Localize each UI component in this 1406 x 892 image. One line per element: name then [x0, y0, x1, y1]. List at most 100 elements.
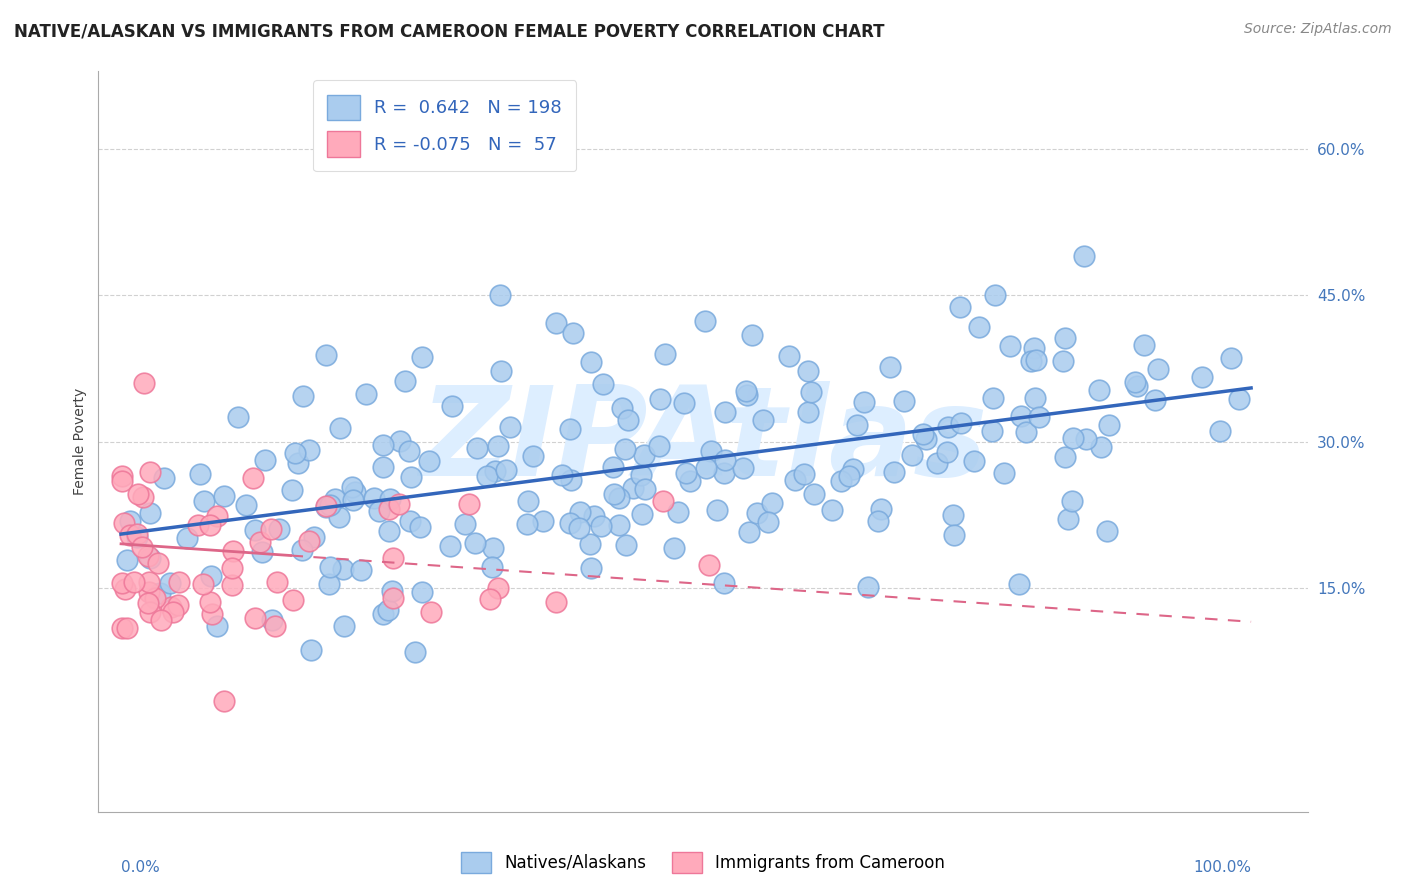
Point — [1028, 409, 1050, 424]
Point — [984, 288, 1007, 302]
Point — [1008, 576, 1031, 591]
Point — [846, 417, 869, 432]
Point — [139, 466, 162, 480]
Text: NATIVE/ALASKAN VS IMMIGRANTS FROM CAMEROON FEMALE POVERTY CORRELATION CHART: NATIVE/ALASKAN VS IMMIGRANTS FROM CAMERO… — [14, 22, 884, 40]
Point — [249, 535, 271, 549]
Point — [1024, 342, 1046, 356]
Point — [967, 319, 990, 334]
Point — [915, 433, 938, 447]
Point — [284, 446, 307, 460]
Point — [613, 442, 636, 457]
Point — [127, 487, 149, 501]
Point — [235, 498, 257, 512]
Point — [936, 445, 959, 459]
Point — [499, 419, 522, 434]
Point — [111, 576, 134, 591]
Point — [411, 585, 433, 599]
Point — [1010, 409, 1032, 423]
Point — [901, 448, 924, 462]
Point — [562, 326, 585, 341]
Point — [800, 385, 823, 400]
Point — [735, 384, 758, 398]
Point — [522, 449, 544, 463]
Point — [612, 401, 634, 415]
Point — [713, 453, 735, 467]
Point — [125, 527, 148, 541]
Point — [371, 607, 394, 622]
Point — [579, 537, 602, 551]
Point — [797, 363, 820, 377]
Point — [949, 301, 972, 315]
Point — [911, 427, 934, 442]
Point — [111, 621, 134, 635]
Point — [666, 505, 689, 519]
Point — [560, 422, 582, 436]
Point — [602, 459, 624, 474]
Point — [1053, 450, 1076, 464]
Point — [842, 462, 865, 476]
Point — [138, 575, 160, 590]
Point — [160, 600, 183, 615]
Text: 100.0%: 100.0% — [1194, 860, 1251, 875]
Point — [242, 471, 264, 485]
Point — [607, 518, 630, 533]
Point — [380, 491, 402, 506]
Point — [404, 645, 426, 659]
Point — [344, 485, 367, 500]
Point — [205, 509, 228, 524]
Point — [394, 375, 416, 389]
Point — [678, 474, 700, 488]
Point — [132, 490, 155, 504]
Point — [1057, 512, 1080, 526]
Point — [125, 531, 148, 545]
Point — [323, 491, 346, 506]
Point — [1227, 392, 1250, 406]
Point — [266, 575, 288, 590]
Point — [136, 596, 159, 610]
Point — [139, 507, 162, 521]
Point — [318, 576, 340, 591]
Point — [138, 550, 160, 565]
Point — [187, 518, 209, 533]
Point — [998, 339, 1021, 353]
Point — [377, 603, 399, 617]
Point — [856, 580, 879, 594]
Point — [439, 539, 461, 553]
Point — [373, 460, 395, 475]
Point — [758, 515, 780, 529]
Point — [662, 541, 685, 555]
Point — [301, 643, 323, 657]
Point — [298, 443, 321, 458]
Point — [205, 619, 228, 633]
Point — [737, 388, 759, 402]
Point — [152, 471, 174, 485]
Point — [699, 443, 721, 458]
Point — [418, 454, 440, 468]
Point — [319, 498, 342, 512]
Point — [377, 524, 399, 538]
Point — [614, 538, 637, 552]
Point — [198, 594, 221, 608]
Point — [138, 584, 160, 599]
Point — [484, 464, 506, 478]
Point — [132, 376, 155, 390]
Point — [398, 514, 420, 528]
Point — [378, 501, 401, 516]
Point — [340, 480, 363, 494]
Point — [879, 359, 901, 374]
Point — [1073, 249, 1095, 263]
Point — [222, 544, 245, 558]
Point — [221, 561, 243, 575]
Point — [131, 540, 153, 554]
Point — [942, 528, 965, 542]
Point — [298, 534, 321, 549]
Point — [925, 456, 948, 470]
Point — [672, 396, 695, 410]
Legend: Natives/Alaskans, Immigrants from Cameroon: Natives/Alaskans, Immigrants from Camero… — [454, 846, 952, 880]
Point — [495, 463, 517, 477]
Point — [652, 493, 675, 508]
Point — [633, 449, 655, 463]
Point — [465, 441, 488, 455]
Point — [193, 494, 215, 508]
Point — [993, 466, 1015, 480]
